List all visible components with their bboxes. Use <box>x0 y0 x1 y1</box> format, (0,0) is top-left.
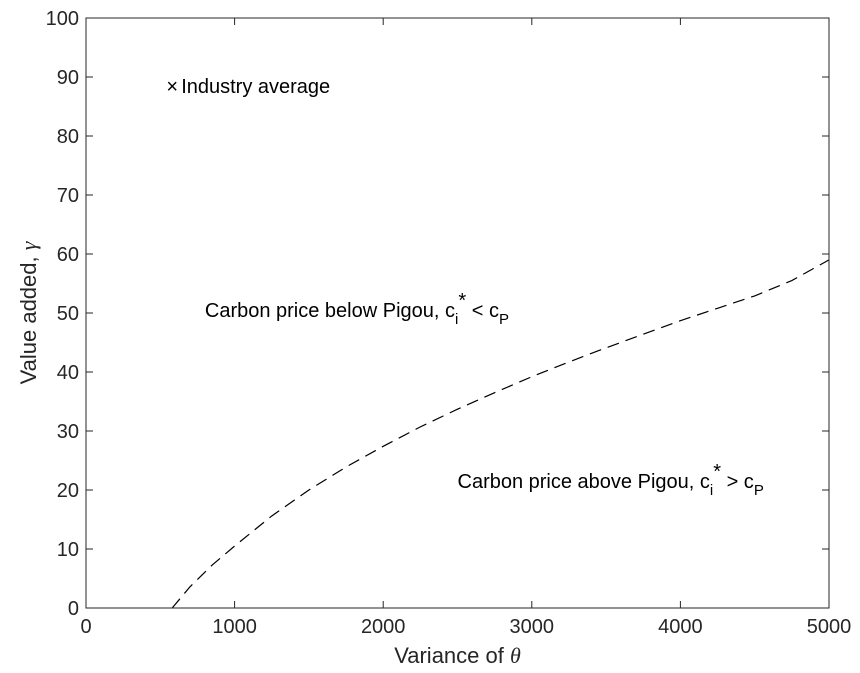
marker-layer: × Industry average <box>166 76 330 98</box>
annotation-above-mid: > c <box>721 471 754 493</box>
annotation-below-text: Carbon price below Pigou, c <box>205 300 455 322</box>
y-tick-label: 50 <box>57 303 79 325</box>
x-axis-label: Variance of θ <box>394 643 521 668</box>
x-tick-label: 3000 <box>510 616 555 638</box>
y-axis-label-symbol: γ <box>16 240 41 250</box>
industry-average-marker: × <box>166 76 178 98</box>
y-tick-label: 10 <box>57 539 79 561</box>
y-tick-label: 100 <box>46 8 79 30</box>
y-tick-label: 90 <box>57 67 79 89</box>
y-tick-label: 40 <box>57 362 79 384</box>
x-tick-label: 5000 <box>807 616 852 638</box>
y-axis-label-text: Value added, <box>16 250 41 384</box>
annotation-above-sub-p: P <box>754 482 764 499</box>
annotation-above-sup-star: * <box>713 461 721 483</box>
annotation-below-sub-i: i <box>455 311 458 328</box>
x-axis-label-symbol: θ <box>510 643 521 668</box>
y-tick-label: 60 <box>57 244 79 266</box>
annotation-above: Carbon price above Pigou, ci* > cP <box>458 461 764 499</box>
annotation-below: Carbon price below Pigou, ci* < cP <box>205 290 509 328</box>
threshold-curve <box>171 259 830 609</box>
svg-text:Carbon price above Pigou, ci*: Carbon price above Pigou, ci* > cP <box>458 461 764 499</box>
x-tick-label: 1000 <box>212 616 257 638</box>
industry-average-label: Industry average <box>181 76 330 98</box>
annotation-below-sub-p: P <box>499 311 509 328</box>
y-axis-label: Value added, γ <box>16 240 41 384</box>
curve-layer <box>171 259 830 609</box>
annotation-below-mid: < c <box>466 300 499 322</box>
annotation-above-text: Carbon price above Pigou, c <box>458 471 710 493</box>
y-tick-label: 30 <box>57 421 79 443</box>
y-tick-label: 70 <box>57 185 79 207</box>
x-tick-label: 2000 <box>361 616 406 638</box>
annotation-above-sub-i: i <box>710 482 713 499</box>
annotation-below-sup-star: * <box>458 290 466 312</box>
y-tick-label: 0 <box>68 598 79 620</box>
y-tick-label: 80 <box>57 126 79 148</box>
ticks-layer: 0 1000 2000 3000 4000 5000 0 10 20 30 40 50 60 70 80 90… <box>46 8 852 638</box>
y-tick-label: 20 <box>57 480 79 502</box>
x-tick-label: 4000 <box>658 616 703 638</box>
axes-box <box>85 17 830 609</box>
svg-text:Carbon price below Pigou, ci*: Carbon price below Pigou, ci* < cP <box>205 290 509 328</box>
x-tick-label: 0 <box>80 616 91 638</box>
x-axis-label-text: Variance of <box>394 643 510 668</box>
